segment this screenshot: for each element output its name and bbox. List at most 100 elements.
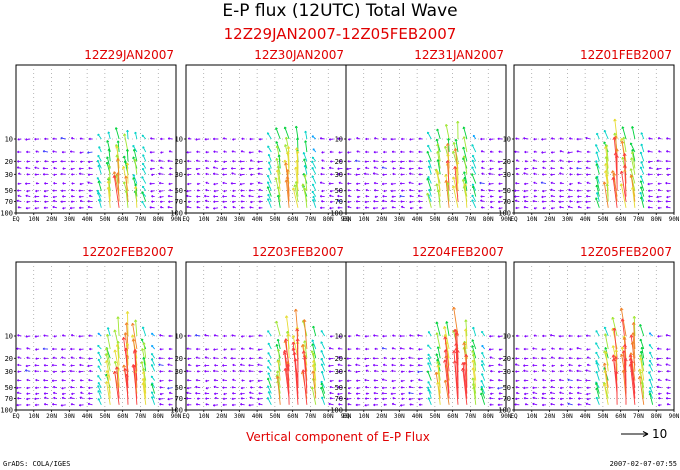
flux-arrow [464,362,468,394]
flux-arrow-head [427,397,431,400]
flux-arrow-head [97,180,101,184]
flux-arrow [596,132,600,140]
flux-arrow-head [532,391,535,394]
flux-arrow-head [576,346,579,350]
flux-arrow-head [321,159,324,162]
flux-arrow-head [79,379,82,382]
flux-arrow-head [427,165,431,168]
flux-arrow-head [347,391,350,395]
flux-arrow [447,182,450,202]
flux-arrow-head [657,188,660,192]
flux-arrow-head [631,126,635,129]
flux-arrow-head [258,137,261,141]
flux-arrow-head [489,403,492,406]
flux-arrow-head [53,182,56,185]
flux-arrow-head [666,137,669,140]
flux-arrow-head [158,172,161,176]
flux-arrow-head [61,386,64,390]
flux-arrow-head [614,154,619,158]
flux-arrow [436,128,441,140]
flux-arrow [268,167,272,175]
flux-arrow [132,323,138,350]
flux-arrow-head [622,344,627,348]
flux-arrow-head [622,335,627,339]
flux-arrow-head [602,381,606,385]
flux-arrow-head [480,379,484,383]
flux-arrow-head [621,126,625,129]
flux-arrow-head [392,172,395,176]
flux-arrow-head [266,397,270,400]
flux-arrow-head [567,160,570,163]
flux-arrow [428,331,432,337]
flux-arrow-head [373,199,376,203]
flux-arrow-head [159,379,162,383]
flux-arrow-head [293,184,297,188]
flux-arrow [604,370,609,394]
y-tick-label: 20 [335,355,343,363]
flux-arrow-head [569,386,572,389]
flux-arrow-head [105,360,109,363]
flux-arrow-head [212,369,215,373]
flux-arrow-head [284,315,289,319]
flux-arrow-head [523,189,526,193]
flux-arrow-head [158,356,161,360]
flux-arrow-head [168,403,171,406]
flux-arrow-head [26,397,29,401]
flux-arrow-head [595,387,599,391]
flux-arrow-head [638,354,643,358]
flux-arrow-head [158,189,161,193]
flux-arrow-head [319,194,322,198]
flux-arrow-head [34,397,37,401]
flux-arrow-head [364,206,367,209]
flux-arrow-head [106,374,110,378]
flux-arrow-head [295,338,300,342]
flux-arrow-head [329,194,332,198]
flux-arrow [96,177,102,184]
flux-arrow-head [373,334,376,337]
flux-arrow [143,342,147,359]
flux-arrow [267,330,272,337]
flux-arrow-head [274,177,278,181]
x-tick-label: 60N [447,216,458,223]
flux-arrow-head [658,150,661,153]
flux-arrow-head [471,377,475,381]
flux-arrow-head [515,334,518,338]
flux-arrow-head [131,338,136,342]
flux-arrow [596,184,600,197]
flux-arrow-head [70,167,73,171]
flux-arrow-head [69,369,72,373]
flux-arrow [473,386,477,405]
flux-arrow-head [320,350,324,353]
x-tick-label: EQ [342,216,350,223]
flux-arrow-head [195,385,198,389]
flux-arrow [604,130,609,140]
flux-arrow-head [595,396,599,400]
flux-arrow-head [123,133,127,137]
flux-arrow [125,190,129,208]
flux-arrow-head [558,347,561,351]
flux-arrow-head [26,200,29,204]
flux-arrow [97,344,102,350]
flux-arrow-head [79,396,82,399]
y-tick-label: 70 [5,198,13,206]
flux-arrow-head [461,178,466,182]
flux-arrow [437,346,441,359]
flux-arrow-head [232,369,235,373]
flux-arrow-head [348,334,350,338]
reference-vector: 10 [621,427,667,441]
flux-arrow-head [239,182,242,186]
flux-arrow-head [150,391,154,394]
flux-arrow-head [97,154,100,158]
flux-arrow-head [471,350,475,353]
flux-arrow-head [374,137,377,140]
y-tick-label: 10 [335,136,343,144]
flux-arrow-head [436,143,440,147]
flux-arrow-head [204,199,208,203]
flux-arrow [595,330,600,337]
flux-arrow-head [373,181,376,185]
flux-arrow-head [550,159,553,163]
flux-arrow [427,353,432,359]
flux-arrow-head [26,356,29,360]
